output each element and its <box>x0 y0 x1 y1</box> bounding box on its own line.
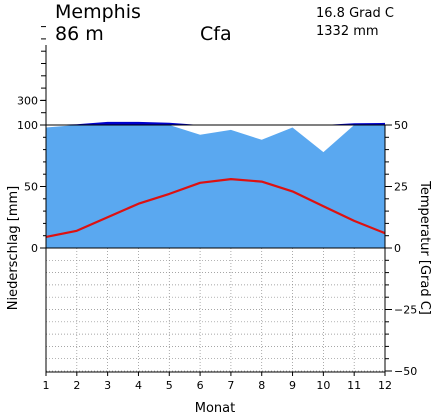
x-tick-label: 3 <box>104 379 111 392</box>
x-tick-label: 1 <box>43 379 50 392</box>
temperature-line <box>45 178 386 238</box>
right-tick-label: 0 <box>394 242 401 255</box>
x-tick-label: 9 <box>289 379 296 392</box>
right-tick-label: −50 <box>394 365 417 378</box>
mean-temperature: 16.8 Grad C <box>316 6 394 21</box>
right-tick-label: 25 <box>394 181 408 194</box>
x-tick-label: 12 <box>378 379 392 392</box>
x-axis-label: Monat <box>195 401 235 416</box>
humid-area <box>46 125 385 248</box>
x-tick-label: 10 <box>316 379 330 392</box>
x-tick-label: 4 <box>135 379 142 392</box>
precipitation-fill <box>46 121 385 248</box>
left-tick-label: 0 <box>31 242 38 255</box>
climate-class: Cfa <box>200 23 232 45</box>
gridlines <box>45 248 386 372</box>
right-tick-label: −25 <box>394 304 417 317</box>
left-tick-label: 100 <box>17 119 38 132</box>
x-tick-label: 7 <box>227 379 234 392</box>
y-axis-label-right: Temperatur [Grad C] <box>417 180 432 315</box>
axes <box>40 26 392 376</box>
station-elevation: 86 m <box>55 23 104 45</box>
x-tick-label: 6 <box>197 379 204 392</box>
x-tick-label: 5 <box>166 379 173 392</box>
annual-precipitation: 1332 mm <box>316 24 379 39</box>
x-tick-label: 2 <box>73 379 80 392</box>
x-tick-label: 11 <box>347 379 361 392</box>
left-tick-label: 300 <box>17 94 38 107</box>
station-name: Memphis <box>55 1 141 23</box>
right-tick-label: 50 <box>394 119 408 132</box>
y-axis-label-left: Niederschlag [mm] <box>6 186 21 311</box>
perhumid-area <box>46 121 385 125</box>
left-tick-label: 50 <box>24 181 38 194</box>
x-tick-label: 8 <box>258 379 265 392</box>
temperature-series <box>45 178 386 238</box>
